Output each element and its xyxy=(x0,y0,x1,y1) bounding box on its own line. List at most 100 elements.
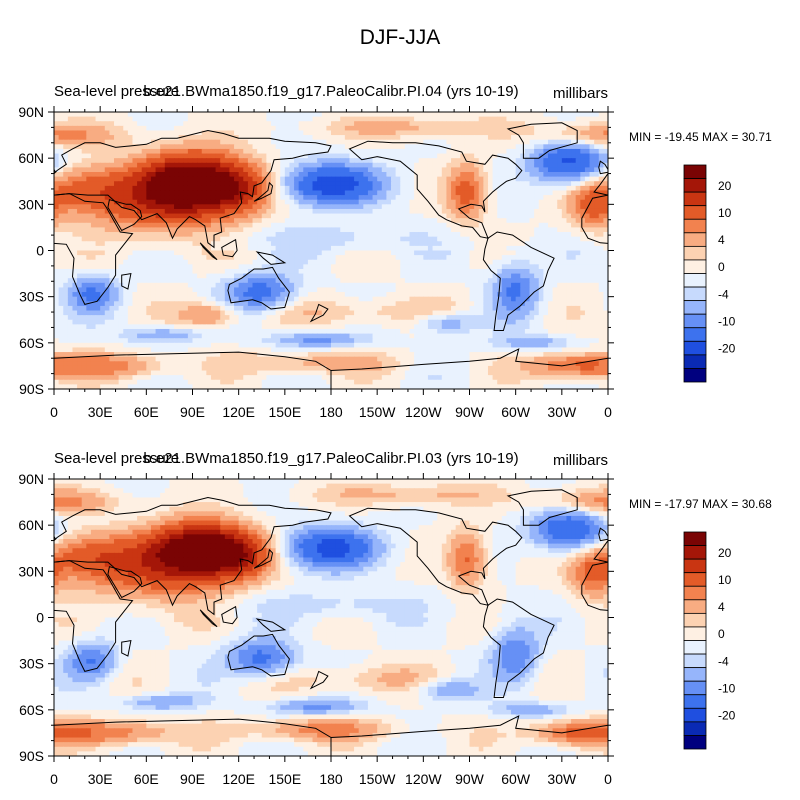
field-cell xyxy=(63,278,69,284)
field-cell xyxy=(487,148,494,155)
field-cell xyxy=(460,232,466,238)
field-cell xyxy=(580,158,586,164)
field-cell xyxy=(529,158,535,164)
field-cell xyxy=(326,282,332,289)
field-cell xyxy=(224,250,231,256)
field-cell xyxy=(571,208,577,215)
field-cell xyxy=(400,292,406,298)
field-cell xyxy=(234,121,240,127)
field-cell xyxy=(534,158,540,164)
field-cell xyxy=(414,245,420,252)
field-cell xyxy=(377,282,383,289)
field-cell xyxy=(460,116,466,122)
field-cell xyxy=(423,282,429,289)
field-cell xyxy=(164,241,171,247)
field-cell xyxy=(284,264,291,270)
field-cell xyxy=(127,222,134,229)
field-cell xyxy=(197,125,203,132)
field-cell xyxy=(58,162,64,168)
field-cell xyxy=(252,153,258,159)
field-cell xyxy=(155,241,161,247)
field-cell xyxy=(215,162,221,168)
field-cell xyxy=(603,135,608,141)
field-cell xyxy=(197,218,203,224)
field-cell xyxy=(206,112,212,118)
field-cell xyxy=(321,287,327,293)
field-cell xyxy=(104,287,110,293)
field-cell xyxy=(54,135,60,141)
field-cell xyxy=(155,158,161,164)
field-cell xyxy=(164,259,171,265)
field-cell xyxy=(307,232,314,238)
field-cell xyxy=(414,268,420,275)
field-cell xyxy=(557,282,563,289)
field-cell xyxy=(114,287,120,293)
field-cell xyxy=(229,130,235,136)
field-cell xyxy=(317,112,323,118)
field-cell xyxy=(238,172,244,178)
field-cell xyxy=(234,287,240,293)
field-cell xyxy=(109,112,115,118)
field-cell xyxy=(557,287,563,293)
field-cell xyxy=(478,278,484,284)
field-cell xyxy=(538,208,544,215)
field-cell xyxy=(354,227,360,233)
field-cell xyxy=(511,204,517,210)
field-cell xyxy=(340,125,346,132)
field-cell xyxy=(414,208,420,215)
field-cell xyxy=(478,135,484,141)
field-cell xyxy=(598,268,604,275)
field-cell xyxy=(178,195,184,201)
field-cell xyxy=(197,241,203,247)
field-cell xyxy=(137,292,143,298)
field-cell xyxy=(534,268,540,275)
field-cell xyxy=(326,181,332,187)
field-cell xyxy=(446,222,452,229)
field-cell xyxy=(270,213,277,219)
field-cell xyxy=(132,158,138,164)
field-cell xyxy=(100,144,106,150)
field-cell xyxy=(137,112,143,118)
field-cell xyxy=(557,153,563,159)
field-cell xyxy=(317,162,323,168)
field-cell xyxy=(95,204,101,210)
field-cell xyxy=(247,232,254,238)
field-cell xyxy=(543,130,549,136)
field-cell xyxy=(381,199,387,205)
field-cell xyxy=(257,245,263,252)
field-cell xyxy=(215,135,221,141)
field-cell xyxy=(543,153,549,159)
field-cell xyxy=(566,213,572,219)
field-cell xyxy=(423,158,429,164)
field-cell xyxy=(478,208,484,215)
field-cell xyxy=(427,116,434,122)
field-cell xyxy=(427,236,434,242)
field-cell xyxy=(155,245,161,252)
field-cell xyxy=(584,130,591,136)
field-cell xyxy=(178,135,184,141)
field-cell xyxy=(575,144,581,150)
field-cell xyxy=(146,204,152,210)
field-cell xyxy=(234,144,240,150)
field-cell xyxy=(418,250,424,256)
field-cell xyxy=(294,116,300,122)
field-cell xyxy=(206,296,212,302)
field-cell xyxy=(247,112,254,118)
field-cell xyxy=(344,250,351,256)
field-cell xyxy=(409,199,415,205)
field-cell xyxy=(423,227,429,233)
field-cell xyxy=(381,112,387,118)
field-cell xyxy=(123,144,129,150)
field-cell xyxy=(187,167,194,173)
field-cell xyxy=(464,185,471,192)
field-cell xyxy=(160,167,166,173)
field-cell xyxy=(317,278,323,284)
field-cell xyxy=(289,121,295,127)
field-cell xyxy=(169,232,175,238)
field-cell xyxy=(224,190,231,196)
field-cell xyxy=(210,245,217,252)
field-cell xyxy=(58,264,64,270)
field-cell xyxy=(104,176,110,182)
field-cell xyxy=(515,218,521,224)
field-cell xyxy=(446,190,452,196)
